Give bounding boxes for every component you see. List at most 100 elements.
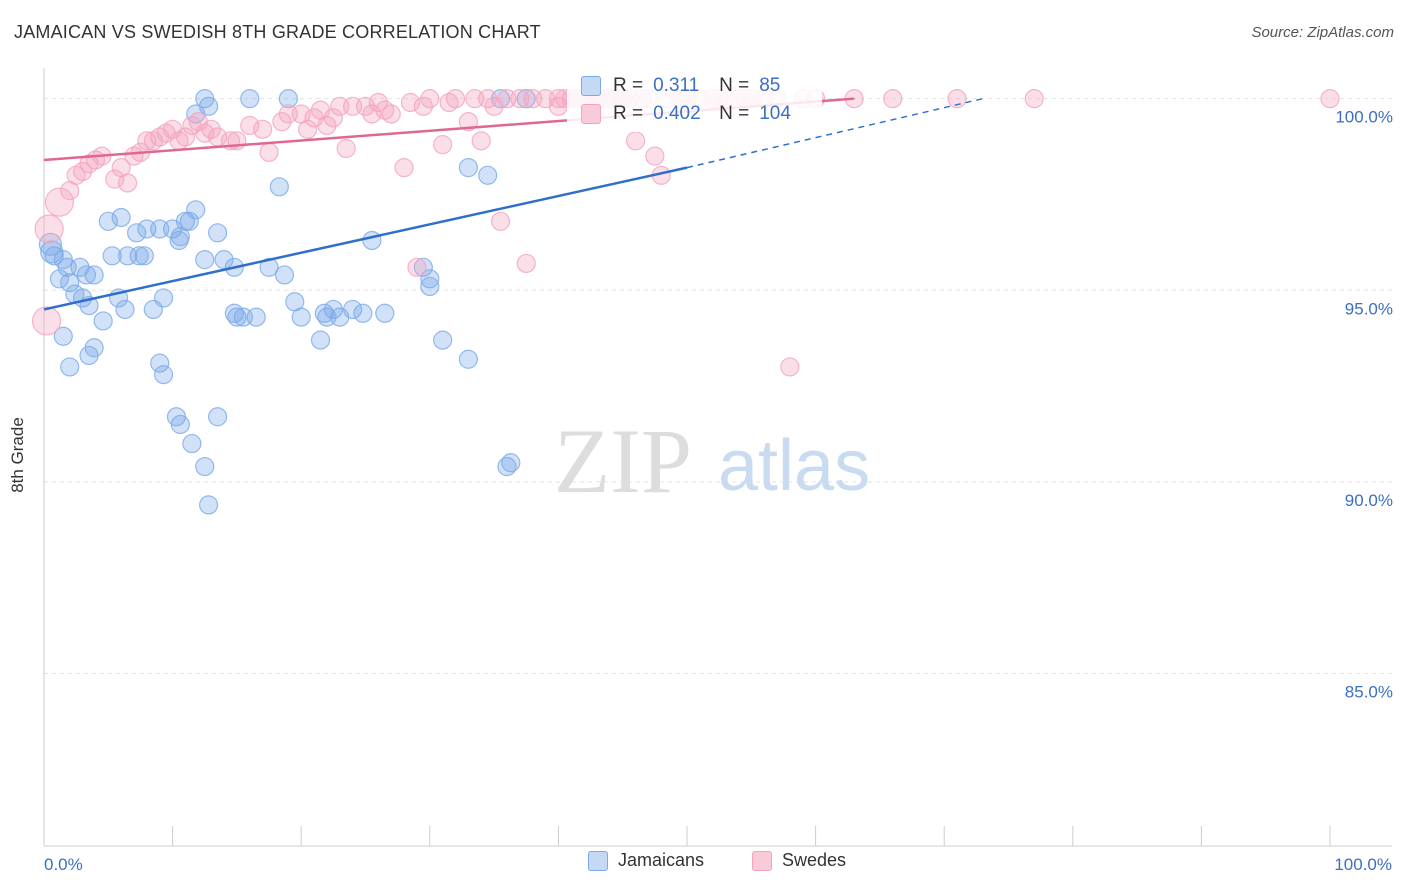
y-tick-label-95: 95.0% bbox=[1345, 299, 1393, 318]
swedes-point-20 bbox=[175, 127, 196, 147]
jamaicans-point-84 bbox=[186, 104, 206, 124]
legend-item-swedes[interactable]: Swedes bbox=[752, 850, 846, 871]
jamaicans-point-10 bbox=[76, 265, 97, 285]
stats-n-label-jamaicans: N = bbox=[719, 75, 750, 96]
jamaicans-point-69 bbox=[153, 365, 174, 385]
x-tick-label-100: 100.0% bbox=[1334, 855, 1392, 874]
swedes-point-37 bbox=[317, 115, 337, 136]
legend-label-jamaicans: Jamaicans bbox=[618, 850, 705, 870]
swedes-point-11 bbox=[117, 173, 138, 193]
jamaicans-point-38 bbox=[246, 307, 266, 327]
jamaicans-point-72 bbox=[182, 433, 202, 454]
jamaicans-point-33 bbox=[195, 250, 215, 270]
swedes-point-77 bbox=[645, 146, 665, 166]
jamaicans-point-41 bbox=[274, 265, 295, 285]
jamaicans-point-50 bbox=[420, 276, 440, 297]
swedes-point-40 bbox=[336, 138, 356, 159]
jamaicans-point-34 bbox=[208, 223, 228, 243]
jamaicans-point-54 bbox=[478, 165, 498, 185]
watermark-atlas: atlas bbox=[718, 426, 870, 506]
swedes-point-28 bbox=[240, 115, 260, 136]
jamaicans-point-12 bbox=[84, 265, 104, 285]
jamaicans-point-26 bbox=[153, 288, 174, 308]
legend-item-jamaicans[interactable]: Jamaicans bbox=[588, 850, 704, 871]
swedes-point-55 bbox=[458, 112, 478, 132]
jamaicans-point-43 bbox=[291, 307, 311, 327]
swedes-point-27 bbox=[227, 131, 247, 151]
jamaicans-point-56 bbox=[501, 453, 521, 473]
stats-r-label-jamaicans: R = bbox=[613, 75, 644, 96]
jamaicans-point-14 bbox=[98, 211, 118, 231]
swedes-point-91 bbox=[883, 89, 903, 109]
jamaicans-trend-line bbox=[43, 166, 688, 311]
swedes-point-92 bbox=[947, 89, 967, 109]
swedes-point-74 bbox=[625, 131, 646, 151]
swedes-point-30 bbox=[259, 142, 279, 162]
jamaicans-point-40 bbox=[269, 177, 289, 197]
jamaicans-point-82 bbox=[353, 303, 373, 323]
swedes-point-43 bbox=[362, 104, 382, 124]
jamaicans-point-67 bbox=[84, 338, 104, 358]
jamaicans-point-19 bbox=[117, 246, 138, 266]
swedes-point-51 bbox=[420, 89, 440, 109]
stats-swatch-jamaicans bbox=[581, 76, 601, 96]
swedes-point-9 bbox=[105, 169, 125, 189]
jamaicans-point-68 bbox=[150, 353, 170, 373]
swedes-point-34 bbox=[298, 119, 318, 139]
stats-n-value-jamaicans: 85 bbox=[759, 75, 781, 96]
y-tick-label-90: 90.0% bbox=[1345, 491, 1393, 510]
jamaicans-point-58 bbox=[516, 89, 536, 109]
swedes-points bbox=[31, 89, 1340, 377]
stats-n-value-swedes: 104 bbox=[759, 103, 791, 124]
watermark-zip: ZIP bbox=[554, 410, 692, 512]
swedes-point-94 bbox=[1320, 89, 1340, 109]
swedes-point-44 bbox=[368, 92, 388, 113]
chart-source: Source: ZipAtlas.com bbox=[1251, 24, 1394, 41]
swedes-point-50 bbox=[413, 96, 433, 116]
jamaicans-point-22 bbox=[134, 246, 154, 266]
jamaicans-point-55 bbox=[497, 456, 517, 477]
chart-title: JAMAICAN VS SWEDISH 8TH GRADE CORRELATIO… bbox=[14, 22, 541, 42]
jamaicans-point-13 bbox=[93, 311, 113, 331]
legend-swatch-swedes bbox=[752, 850, 772, 871]
stats-row-swedes: R = 0.402 N = 104 bbox=[567, 100, 791, 128]
swedes-point-14 bbox=[137, 131, 157, 151]
swedes-point-46 bbox=[381, 104, 401, 124]
jamaicans-point-81 bbox=[214, 250, 234, 270]
stats-n-label-swedes: N = bbox=[719, 103, 750, 124]
jamaicans-point-32 bbox=[186, 200, 206, 220]
swedes-point-38 bbox=[323, 108, 343, 128]
jamaicans-point-0 bbox=[38, 232, 63, 256]
jamaicans-point-48 bbox=[413, 257, 433, 277]
legend-swatch-jamaicans bbox=[588, 850, 608, 871]
jamaicans-trend-extension bbox=[686, 97, 983, 169]
swedes-point-93 bbox=[1024, 89, 1044, 109]
swedes-point-5 bbox=[72, 161, 93, 182]
swedes-point-95 bbox=[548, 89, 569, 109]
stats-box: R = 0.311 N = 85 R = 0.402 N = 104 bbox=[567, 68, 822, 132]
swedes-point-24 bbox=[201, 119, 221, 139]
swedes-point-54 bbox=[445, 89, 466, 109]
jamaicans-point-74 bbox=[199, 495, 219, 515]
jamaicans-point-62 bbox=[240, 89, 260, 109]
axes-layer bbox=[43, 68, 1392, 847]
jamaicans-point-53 bbox=[458, 158, 478, 178]
jamaicans-point-46 bbox=[362, 230, 382, 251]
jamaicans-point-63 bbox=[278, 89, 298, 109]
x-tick-labels: 0.0% 100.0% bbox=[44, 855, 1392, 874]
swedes-point-60 bbox=[490, 211, 511, 231]
swedes-point-1 bbox=[34, 214, 64, 244]
jamaicans-point-21 bbox=[129, 246, 149, 266]
stats-r-value-swedes: 0.402 bbox=[653, 103, 701, 124]
jamaicans-point-45 bbox=[343, 299, 363, 320]
swedes-point-48 bbox=[400, 92, 421, 113]
jamaicans-point-47 bbox=[375, 303, 395, 323]
swedes-point-42 bbox=[355, 96, 376, 116]
watermark: ZIP atlas bbox=[554, 410, 870, 512]
jamaicans-point-73 bbox=[195, 456, 215, 477]
jamaicans-point-52 bbox=[458, 349, 478, 369]
swedes-point-57 bbox=[471, 131, 491, 151]
jamaicans-point-17 bbox=[111, 207, 131, 228]
jamaicans-point-18 bbox=[115, 299, 135, 320]
